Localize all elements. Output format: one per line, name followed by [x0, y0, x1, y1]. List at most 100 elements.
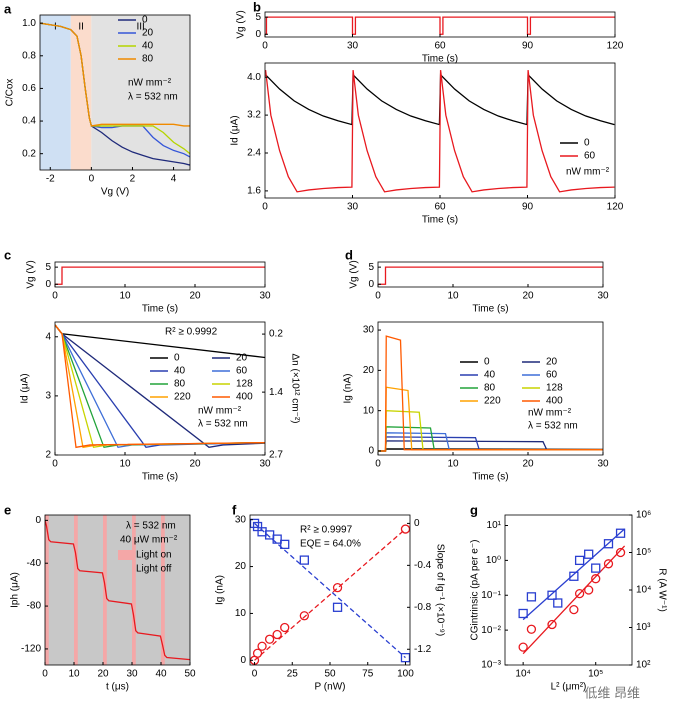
annotation: EQE = 64.0%: [300, 539, 361, 550]
x-tick-label: 10: [68, 669, 80, 680]
series-line: [522, 528, 626, 621]
x-tick-label: 0: [375, 291, 381, 302]
x-axis-label: Time (s): [142, 304, 178, 315]
series-group: [518, 528, 626, 655]
marker: [400, 653, 410, 663]
x-tick-label: 10: [447, 459, 459, 470]
series-group: [55, 324, 265, 449]
legend-label: 80: [174, 379, 186, 390]
annotation: λ = 532 nm: [198, 419, 248, 430]
x-tick-label: 0: [52, 459, 58, 470]
marker: [250, 518, 260, 529]
panel-letter: c: [4, 247, 11, 262]
annotation: nW mm⁻²: [528, 408, 572, 419]
marker: [547, 590, 557, 600]
x-tick-label: 50: [184, 669, 196, 680]
marker: [332, 602, 343, 612]
x-axis-label: Time (s): [422, 54, 458, 65]
x-axis-label: P (nW): [315, 682, 346, 693]
y-axis-label: Id (μA): [20, 373, 31, 403]
y-tick-label: 4.0: [247, 72, 261, 83]
y2-tick-label: 0.2: [269, 329, 283, 340]
y2-tick-label: 2.7: [269, 450, 283, 461]
region-label: I: [54, 22, 57, 33]
y-axis-label: Ig (nA): [215, 575, 226, 605]
series-group: [55, 266, 265, 285]
annotation: nW mm⁻²: [198, 406, 242, 417]
x-tick-label: 75: [362, 669, 374, 680]
y-tick-label: 10¹: [487, 520, 502, 531]
x-tick-label: 10: [119, 459, 131, 470]
watermark: 低维 昂维: [584, 685, 640, 700]
x-tick-label: 120: [607, 202, 624, 213]
y-axis-label: C/Cox: [5, 79, 16, 107]
region: [91, 15, 190, 170]
marker: [615, 547, 626, 558]
legend-label: 40: [174, 366, 186, 377]
y2-axis-label: Slope of Ig⁻¹ (×10⁻⁹): [434, 544, 445, 636]
y-axis-label: Ig (nA): [343, 373, 354, 403]
x-tick-label: 20: [189, 291, 201, 302]
x-tick-label: 30: [126, 669, 138, 680]
marker: [280, 539, 290, 550]
x-tick-label: 0: [89, 174, 95, 185]
legend-label: 20: [236, 353, 248, 364]
x-tick-label: 90: [522, 202, 534, 213]
y-tick-label: -120: [21, 644, 41, 655]
plot-frame: [377, 321, 604, 456]
y2-axis-label: R (A W⁻¹): [656, 568, 667, 612]
legend-label: 60: [546, 370, 558, 381]
y-tick-label: 0: [368, 446, 374, 457]
x-axis-label: Time (s): [472, 304, 508, 315]
y-tick-label: 3.2: [247, 110, 261, 121]
y-tick-label: 20: [363, 365, 375, 376]
x-tick-label: 50: [324, 669, 336, 680]
marker: [574, 588, 585, 599]
region: [40, 15, 71, 170]
y-tick-label: 0: [45, 279, 51, 290]
legend-label: 60: [236, 366, 248, 377]
x-tick-label: 4: [171, 174, 177, 185]
marker: [526, 592, 537, 602]
x-tick-label: 90: [522, 41, 534, 52]
y-tick-label: 10: [363, 405, 375, 416]
plot-frame: [39, 14, 191, 171]
marker: [591, 574, 601, 584]
region-label: II: [78, 22, 84, 33]
y-tick-label: 2.4: [247, 148, 261, 159]
x-tick-label: 20: [189, 459, 201, 470]
y2-tick-label: -0.8: [414, 602, 432, 613]
legend-label: 20: [546, 357, 558, 368]
series-line: [55, 324, 265, 449]
panel-5: 0 10 20 30 0 5 Time (s) Vg (V)d: [345, 247, 609, 314]
legend-label: 400: [236, 392, 253, 403]
y-tick-label: 1.0: [22, 18, 36, 29]
x-tick-label: 0: [375, 459, 381, 470]
panel-7: 0 10 20 30 40 50 0 -40 -80 -120 t (μs) Iph (μA) e λ =…: [4, 502, 196, 692]
panel-2: 0 30 60 90 120 1.6 2.4 3.2 4.0 Time (s) Id (μA) 0 60…: [230, 62, 624, 226]
marker: [400, 524, 410, 534]
y-tick-label: 2: [45, 450, 51, 461]
series-line: [55, 266, 265, 285]
panel-letter: a: [4, 1, 12, 16]
marker: [526, 624, 537, 634]
x-tick-label: 0: [252, 669, 258, 680]
y-axis-label: Vg (V): [236, 10, 247, 38]
y-tick-label: 5: [45, 262, 51, 273]
x-tick-label: 10: [119, 291, 131, 302]
series-group: [265, 70, 615, 193]
x-axis-label: Time (s): [422, 215, 458, 226]
y2-tick-label: -1.2: [414, 644, 432, 655]
light-on-band: [132, 515, 136, 665]
y-tick-label: 10: [235, 608, 247, 619]
series-line: [522, 545, 626, 655]
marker: [299, 611, 309, 621]
marker: [569, 604, 579, 615]
x-tick-label: 10⁵: [588, 669, 603, 680]
marker: [332, 583, 343, 593]
legend-label: 128: [236, 379, 253, 390]
series-line: [378, 266, 603, 285]
y2-axis-label: Δn (×10¹² cm⁻²): [289, 353, 300, 423]
light-on-band: [161, 515, 165, 665]
